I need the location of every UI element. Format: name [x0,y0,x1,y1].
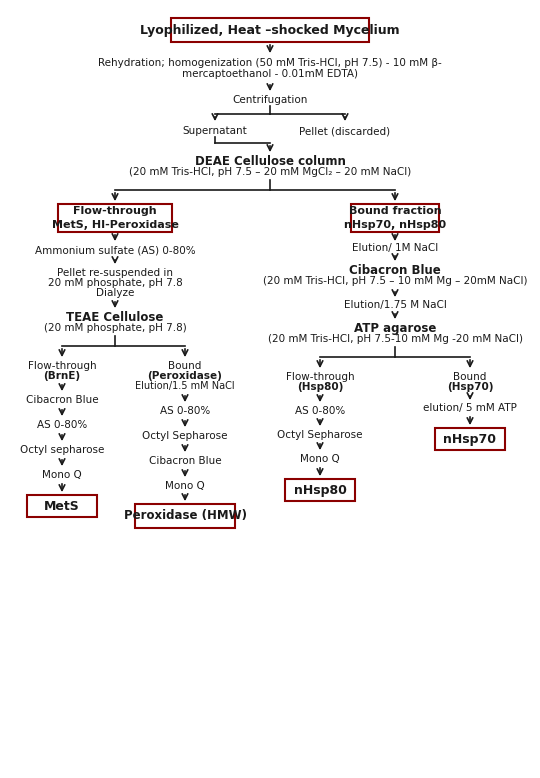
Text: Mono Q: Mono Q [165,481,205,491]
Text: Flow-through: Flow-through [28,361,96,371]
Text: Mono Q: Mono Q [42,470,82,480]
Text: 20 mM phosphate, pH 7.8: 20 mM phosphate, pH 7.8 [48,278,183,288]
Text: mercaptoethanol - 0.01mM EDTA): mercaptoethanol - 0.01mM EDTA) [182,69,358,79]
Text: nHsp70: nHsp70 [443,433,496,446]
Text: (20 mM Tris-HCl, pH 7.5-10 mM Mg -20 mM NaCl): (20 mM Tris-HCl, pH 7.5-10 mM Mg -20 mM … [267,334,523,344]
Text: Cibacron Blue: Cibacron Blue [349,264,441,276]
Text: DEAE Cellulose column: DEAE Cellulose column [194,155,346,167]
Text: Peroxidase (HMW): Peroxidase (HMW) [124,510,246,523]
FancyBboxPatch shape [171,18,369,42]
Text: (20 mM Tris-HCl, pH 7.5 – 10 mM Mg – 20mM NaCl): (20 mM Tris-HCl, pH 7.5 – 10 mM Mg – 20m… [263,276,527,286]
Text: (20 mM Tris-HCl, pH 7.5 – 20 mM MgCl₂ – 20 mM NaCl): (20 mM Tris-HCl, pH 7.5 – 20 mM MgCl₂ – … [129,167,411,177]
Text: Mono Q: Mono Q [300,454,340,464]
Text: Cibacron Blue: Cibacron Blue [148,456,221,466]
Text: Flow-through: Flow-through [286,372,354,382]
Text: AS 0-80%: AS 0-80% [160,406,210,416]
Text: MetS: MetS [44,499,80,513]
Text: Bound fraction: Bound fraction [349,206,441,216]
Text: Ammonium sulfate (AS) 0-80%: Ammonium sulfate (AS) 0-80% [35,245,195,255]
FancyBboxPatch shape [27,495,97,517]
Text: Lyophilized, Heat –shocked Mycelium: Lyophilized, Heat –shocked Mycelium [140,23,400,37]
Text: Octyl Sepharose: Octyl Sepharose [142,431,228,441]
Text: nHsp70, nHsp80: nHsp70, nHsp80 [344,220,446,230]
Text: nHsp80: nHsp80 [294,483,347,496]
Text: Rehydration; homogenization (50 mM Tris-HCl, pH 7.5) - 10 mM β-: Rehydration; homogenization (50 mM Tris-… [98,58,442,68]
Text: TEAE Cellulose: TEAE Cellulose [66,310,164,324]
Text: MetS, HI-Peroxidase: MetS, HI-Peroxidase [51,220,178,230]
Text: Cibacron Blue: Cibacron Blue [26,395,98,405]
Text: ATP agarose: ATP agarose [354,321,436,335]
Text: Elution/1.75 M NaCl: Elution/1.75 M NaCl [343,300,447,310]
Text: AS 0-80%: AS 0-80% [37,420,87,430]
Text: Bound: Bound [453,372,487,382]
Text: Elution/1.5 mM NaCl: Elution/1.5 mM NaCl [135,381,235,391]
Text: AS 0-80%: AS 0-80% [295,406,345,416]
Text: Supernatant: Supernatant [183,126,247,136]
Text: Octyl Sepharose: Octyl Sepharose [277,430,363,440]
Text: (Peroxidase): (Peroxidase) [147,371,222,381]
Text: Flow-through: Flow-through [73,206,157,216]
Text: elution/ 5 mM ATP: elution/ 5 mM ATP [423,403,517,413]
Text: (BrnE): (BrnE) [43,371,80,381]
FancyBboxPatch shape [285,479,355,501]
Text: (Hsp70): (Hsp70) [447,382,493,392]
Text: Elution/ 1M NaCl: Elution/ 1M NaCl [352,243,438,253]
Text: (20 mM phosphate, pH 7.8): (20 mM phosphate, pH 7.8) [44,323,186,333]
FancyBboxPatch shape [435,428,505,450]
Text: Pellet re-suspended in: Pellet re-suspended in [57,268,173,278]
Text: Dialyze: Dialyze [96,288,134,298]
FancyBboxPatch shape [136,504,234,528]
Text: Octyl sepharose: Octyl sepharose [20,445,104,455]
Text: (Hsp80): (Hsp80) [297,382,343,392]
FancyBboxPatch shape [58,204,172,232]
Text: Bound: Bound [168,361,201,371]
Text: Centrifugation: Centrifugation [232,95,308,105]
Text: Pellet (discarded): Pellet (discarded) [300,126,390,136]
FancyBboxPatch shape [350,204,440,232]
